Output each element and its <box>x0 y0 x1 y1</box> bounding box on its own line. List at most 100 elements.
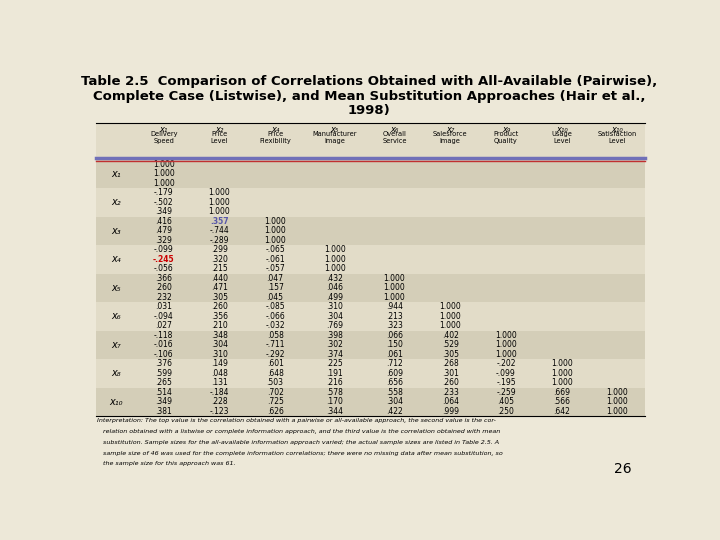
Text: -.289: -.289 <box>210 236 229 245</box>
Text: .609: .609 <box>386 369 403 378</box>
Text: sample size of 46 was used for the complete information correlations; there were: sample size of 46 was used for the compl… <box>96 451 503 456</box>
Text: 1.000: 1.000 <box>551 379 572 387</box>
Text: .131: .131 <box>211 379 228 387</box>
Text: .213: .213 <box>386 312 403 321</box>
Bar <box>96 330 645 359</box>
Text: -.259: -.259 <box>496 388 516 397</box>
Text: .503: .503 <box>266 379 284 387</box>
Text: .471: .471 <box>211 284 228 292</box>
Text: .349: .349 <box>156 207 172 217</box>
Text: x₆: x₆ <box>111 312 120 321</box>
Text: .058: .058 <box>266 331 284 340</box>
Text: 1.000: 1.000 <box>551 360 572 368</box>
Text: .578: .578 <box>326 388 343 397</box>
Text: 1.000: 1.000 <box>495 340 517 349</box>
Bar <box>96 359 645 388</box>
Text: .402: .402 <box>442 331 459 340</box>
Text: .529: .529 <box>442 340 459 349</box>
Text: .157: .157 <box>266 284 284 292</box>
Text: .045: .045 <box>266 293 284 302</box>
Text: x₈: x₈ <box>111 368 120 379</box>
Text: 1.000: 1.000 <box>324 255 346 264</box>
Text: 1.000: 1.000 <box>264 226 286 235</box>
Text: 1.000: 1.000 <box>209 188 230 197</box>
Text: .064: .064 <box>442 397 459 407</box>
Bar <box>96 245 645 274</box>
Text: -.711: -.711 <box>266 340 285 349</box>
Text: x₄: x₄ <box>271 125 279 134</box>
Text: 1.000: 1.000 <box>384 293 405 302</box>
Text: -.065: -.065 <box>265 245 285 254</box>
Text: .061: .061 <box>386 350 403 359</box>
Text: .304: .304 <box>326 312 343 321</box>
Text: 1.000: 1.000 <box>264 236 286 245</box>
Text: 1.000: 1.000 <box>264 217 286 226</box>
Text: .048: .048 <box>211 369 228 378</box>
Text: Table 2.5  Comparison of Correlations Obtained with All-Available (Pairwise),: Table 2.5 Comparison of Correlations Obt… <box>81 75 657 88</box>
Text: .601: .601 <box>266 360 284 368</box>
Bar <box>96 217 645 245</box>
Text: x₁₀: x₁₀ <box>611 125 624 134</box>
Text: .191: .191 <box>326 369 343 378</box>
Text: .027: .027 <box>156 321 172 330</box>
Text: 1.000: 1.000 <box>439 312 461 321</box>
Text: Price
Level: Price Level <box>211 131 228 144</box>
Text: -.744: -.744 <box>210 226 229 235</box>
Text: .046: .046 <box>326 284 343 292</box>
Text: -.202: -.202 <box>496 360 516 368</box>
Text: .260: .260 <box>211 302 228 312</box>
Text: 1.000: 1.000 <box>439 302 461 312</box>
Text: -.061: -.061 <box>265 255 285 264</box>
Text: x₇: x₇ <box>111 340 120 350</box>
Text: .944: .944 <box>386 302 403 312</box>
Text: x₁₀: x₁₀ <box>109 397 122 407</box>
Text: Salesforce
Image: Salesforce Image <box>433 131 467 144</box>
Text: -.502: -.502 <box>154 198 174 207</box>
Text: -.016: -.016 <box>154 340 174 349</box>
Text: -.057: -.057 <box>265 265 285 273</box>
Text: .349: .349 <box>156 397 172 407</box>
Text: x₇: x₇ <box>446 125 454 134</box>
Text: .031: .031 <box>156 302 172 312</box>
Text: -.099: -.099 <box>154 245 174 254</box>
Text: .305: .305 <box>211 293 228 302</box>
Text: .150: .150 <box>386 340 403 349</box>
Text: .047: .047 <box>266 274 284 283</box>
Text: .712: .712 <box>386 360 403 368</box>
Text: -.179: -.179 <box>154 188 174 197</box>
Text: .422: .422 <box>386 407 403 416</box>
Text: .215: .215 <box>211 265 228 273</box>
Text: .398: .398 <box>326 331 343 340</box>
Text: .357: .357 <box>210 217 229 226</box>
Text: .310: .310 <box>326 302 343 312</box>
Text: x₄: x₄ <box>111 254 120 265</box>
Text: 1.000: 1.000 <box>324 265 346 273</box>
Text: .514: .514 <box>156 388 172 397</box>
Bar <box>96 274 645 302</box>
Text: .499: .499 <box>326 293 343 302</box>
Text: .329: .329 <box>156 236 172 245</box>
Text: .566: .566 <box>553 397 570 407</box>
Text: -.056: -.056 <box>154 265 174 273</box>
Text: .210: .210 <box>211 321 228 330</box>
Text: .440: .440 <box>211 274 228 283</box>
Text: Product
Quality: Product Quality <box>493 131 518 144</box>
Text: .233: .233 <box>442 388 459 397</box>
Text: .260: .260 <box>156 284 172 292</box>
Text: Overall
Service: Overall Service <box>382 131 407 144</box>
Text: .356: .356 <box>211 312 228 321</box>
Text: 1.000: 1.000 <box>153 160 174 169</box>
Text: -.085: -.085 <box>265 302 285 312</box>
Text: 26: 26 <box>613 462 631 476</box>
Text: Satisfaction
Level: Satisfaction Level <box>598 131 637 144</box>
Text: 1.000: 1.000 <box>153 179 174 188</box>
Text: x₅: x₅ <box>330 125 339 134</box>
Text: the sample size for this approach was 61.: the sample size for this approach was 61… <box>96 462 235 467</box>
Text: .416: .416 <box>156 217 172 226</box>
Text: -.195: -.195 <box>496 379 516 387</box>
Text: 1.000: 1.000 <box>495 350 517 359</box>
Text: 1.000: 1.000 <box>439 321 461 330</box>
Text: relation obtained with a listwise or complete information approach, and the thir: relation obtained with a listwise or com… <box>96 429 500 434</box>
Text: .366: .366 <box>156 274 172 283</box>
Text: 1.000: 1.000 <box>209 198 230 207</box>
